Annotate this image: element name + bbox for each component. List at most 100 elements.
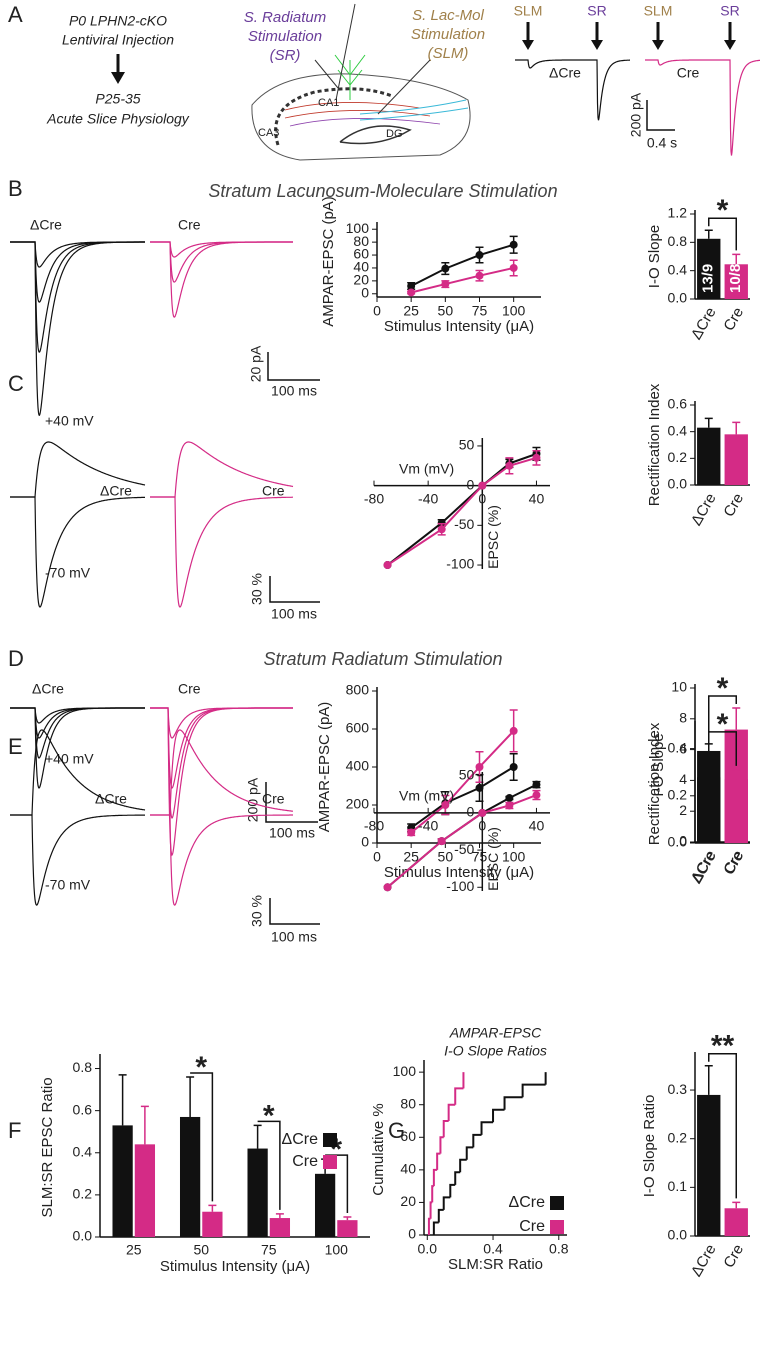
- y-tick-label: 0.6: [668, 396, 688, 412]
- step-segment: [454, 1087, 464, 1105]
- x-tick-label: 50: [193, 1242, 209, 1258]
- y-tick-label: 80: [353, 233, 369, 249]
- x-axis-label: Stimulus Intensity (μA): [384, 318, 534, 335]
- y-tick-label: 2: [679, 802, 687, 818]
- significance-label: *: [717, 672, 729, 705]
- trace: [10, 729, 146, 816]
- trace: [515, 59, 565, 69]
- y-tick-label: 0.8: [73, 1059, 93, 1075]
- bar: [697, 750, 721, 843]
- scale-label: 20 pA: [248, 345, 264, 382]
- y-axis-label: I-O Slope Ratio: [641, 1095, 658, 1198]
- x-tick-label: 0.0: [418, 1241, 438, 1257]
- x-tick-label: 50: [438, 849, 454, 865]
- data-point: [505, 461, 514, 470]
- trace: [10, 496, 145, 608]
- bar: [269, 1218, 291, 1237]
- legend-label: Cre: [519, 1218, 545, 1235]
- scale-bar: [267, 352, 320, 381]
- error-bar: [186, 1076, 195, 1117]
- y-tick-label: 0.8: [668, 233, 688, 249]
- step-segment: [480, 1121, 494, 1135]
- x-tick-label: -80: [364, 818, 384, 834]
- data-point: [475, 271, 484, 280]
- scale-bar: [646, 100, 675, 131]
- trace-label: -70 mV: [45, 565, 91, 581]
- significance-label: *: [717, 194, 729, 227]
- y-axis-label: I-O Slope: [646, 225, 663, 288]
- bar: [134, 1144, 156, 1237]
- trace-label: Cre: [677, 65, 700, 81]
- error-bar: [732, 253, 741, 265]
- series-line: [410, 266, 514, 294]
- bar: [724, 264, 748, 299]
- x-tick-label: 100: [502, 849, 526, 865]
- x-tick-label: 0: [373, 303, 381, 319]
- trace: [10, 241, 145, 353]
- trace: [10, 441, 146, 498]
- trace-label: +40 mV: [45, 413, 94, 429]
- region-label: DG: [386, 128, 403, 140]
- step-segment: [449, 1183, 456, 1198]
- y-tick-label: 0: [408, 1226, 416, 1242]
- y-tick-label: 0.4: [668, 422, 688, 438]
- bar: [697, 1094, 721, 1236]
- trace: [150, 496, 293, 608]
- protocol-text: P25-35: [95, 91, 140, 107]
- panel-label: D: [8, 646, 24, 671]
- trace: [695, 59, 760, 156]
- trace: [10, 814, 145, 906]
- x-axis-label: SLM:SR Ratio: [448, 1256, 543, 1273]
- significance-bracket: [708, 695, 737, 765]
- y-tick-label: 20: [400, 1193, 416, 1209]
- trace: [10, 707, 145, 789]
- panel-label: A: [8, 2, 23, 27]
- stim-arrows: [526, 22, 732, 42]
- significance-bracket: [257, 1120, 281, 1210]
- y-tick-label: 0.1: [668, 1178, 688, 1194]
- trace-label: ΔCre: [549, 65, 581, 81]
- series-line: [410, 243, 514, 287]
- trace-label: +40 mV: [45, 751, 94, 767]
- panel-label: B: [8, 176, 23, 201]
- step-segment: [432, 1221, 439, 1235]
- bar-label: 10/8: [727, 264, 744, 293]
- trace-label: Cre: [178, 681, 201, 697]
- error-bar: [732, 707, 741, 730]
- significance-bracket: [708, 731, 737, 766]
- x-tick-label: 0.4: [483, 1241, 503, 1257]
- legend-label: ΔCre: [509, 1194, 546, 1211]
- y-tick-label: 6: [679, 740, 687, 756]
- y-tick-label: 0.0: [668, 476, 688, 492]
- x-tick-label: Cre: [720, 490, 747, 519]
- data-point: [475, 251, 484, 260]
- y-tick-label: 4: [679, 771, 687, 787]
- bar: [697, 238, 721, 299]
- x-tick-label: Cre: [720, 1241, 747, 1270]
- y-axis-label: EPSC (%): [485, 505, 501, 569]
- legend-swatch: [550, 1196, 564, 1210]
- significance-bracket: [708, 217, 737, 251]
- step-segment: [465, 1146, 474, 1160]
- x-tick-label: 0: [478, 490, 486, 506]
- x-tick-label: 40: [529, 490, 545, 506]
- y-tick-label: -100: [446, 878, 474, 894]
- arrow-head: [111, 72, 125, 84]
- step-segment: [431, 1185, 434, 1203]
- y-axis-label: SLM:SR EPSC Ratio: [39, 1077, 56, 1217]
- trace: [150, 241, 293, 318]
- y-tick-label: -50: [454, 516, 474, 532]
- trace-label: ΔCre: [32, 681, 64, 697]
- y-tick-label: 0.2: [668, 449, 688, 465]
- y-axis-label: AMPAR-EPSC (pA): [316, 702, 333, 833]
- y-tick-label: 100: [393, 1063, 417, 1079]
- trace-label: SR: [720, 3, 739, 19]
- y-tick-label: 0: [361, 284, 369, 300]
- x-tick-label: Cre: [720, 304, 747, 333]
- bar: [247, 1148, 268, 1237]
- x-tick-label: 50: [438, 303, 454, 319]
- y-tick-label: -100: [446, 556, 474, 572]
- x-tick-label: 0: [478, 818, 486, 834]
- step-segment: [472, 1133, 482, 1148]
